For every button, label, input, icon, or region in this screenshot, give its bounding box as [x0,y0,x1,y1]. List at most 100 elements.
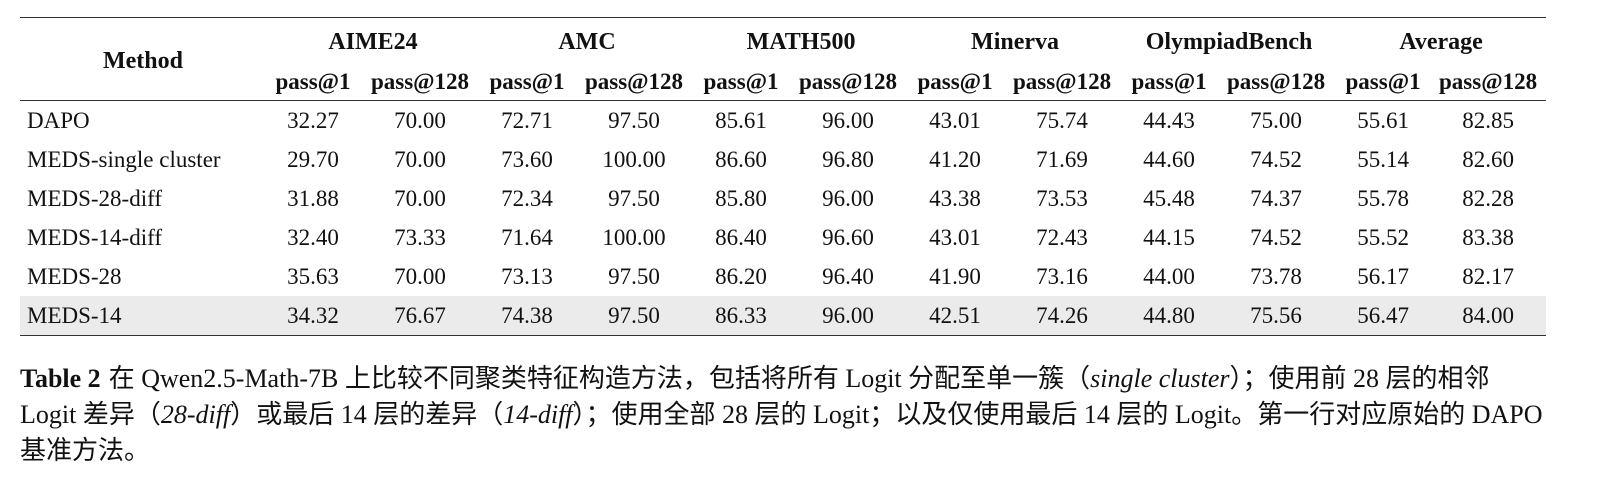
caption-text: ）或最后 14 层的差异（ [230,400,504,429]
method-cell: MEDS-14 [20,296,266,336]
value-cell: 73.16 [1036,264,1088,289]
value-cell: 29.70 [287,147,339,172]
group-header-aime24: AIME24 [266,17,480,62]
metric-header: pass@128 [1430,62,1547,101]
group-header-amc: AMC [480,17,695,62]
value-cell: 82.17 [1462,264,1514,289]
metric-header: pass@1 [480,62,574,101]
value-cell: 97.50 [608,186,660,211]
value-cell: 55.61 [1357,108,1409,133]
metric-header: pass@1 [1336,62,1431,101]
table-row: MEDS-14-diff 32.40 73.33 71.64 100.00 86.40 96… [20,218,1546,257]
value-cell: 74.26 [1002,296,1123,336]
group-header-olympiadbench: OlympiadBench [1122,17,1337,62]
value-cell: 75.56 [1216,296,1337,336]
method-cell: MEDS-14-diff [27,225,163,250]
value-cell: 41.90 [929,264,981,289]
value-cell: 41.20 [929,147,981,172]
metric-header: pass@128 [360,62,480,101]
value-cell: 44.60 [1143,147,1195,172]
group-header-row: Method AIME24 AMC MATH500 Minerva Olympi… [20,17,1547,101]
value-cell: 97.50 [574,296,695,336]
caption-text: ）；使用前 28 层的相邻 Logit 差异（ [20,364,1490,429]
caption-text: 在 Qwen2.5-Math-7B 上比较不同聚类特征构造方法，包括将所有 Lo… [108,364,1091,393]
metric-header: pass@128 [1216,62,1337,101]
value-cell: 55.52 [1357,225,1409,250]
group-header-math500: MATH500 [694,17,909,62]
table-header: Method AIME24 AMC MATH500 Minerva Olympi… [20,17,1547,101]
value-cell: 73.60 [501,147,553,172]
value-cell: 100.00 [602,225,666,250]
value-cell: 44.43 [1143,108,1195,133]
group-header-minerva: Minerva [908,17,1123,62]
value-cell: 71.69 [1036,147,1088,172]
metric-header: pass@1 [694,62,789,101]
value-cell: 70.00 [394,186,446,211]
value-cell: 85.80 [715,186,767,211]
value-cell: 97.50 [608,264,660,289]
metric-header: pass@128 [1002,62,1123,101]
value-cell: 86.20 [715,264,767,289]
value-cell: 43.01 [929,225,981,250]
value-cell: 72.71 [501,108,553,133]
value-cell: 82.85 [1462,108,1514,133]
value-cell: 74.52 [1250,147,1302,172]
value-cell: 72.34 [501,186,553,211]
value-cell: 100.00 [602,147,666,172]
value-cell: 31.88 [287,186,339,211]
value-cell: 55.78 [1357,186,1409,211]
value-cell: 70.00 [394,108,446,133]
caption-label: Table 2 [20,364,101,393]
metric-header: pass@1 [266,62,360,101]
method-cell: MEDS-28 [27,264,122,289]
value-cell: 70.00 [394,264,446,289]
value-cell: 34.32 [266,296,360,336]
value-cell: 85.61 [715,108,767,133]
caption-term-14-diff: 14-diff [503,400,573,429]
metric-header: pass@1 [1122,62,1217,101]
value-cell: 73.13 [501,264,553,289]
value-cell: 86.60 [715,147,767,172]
value-cell: 82.60 [1462,147,1514,172]
value-cell: 71.64 [501,225,553,250]
group-header-average: Average [1336,17,1547,62]
metric-header: pass@128 [788,62,909,101]
table-row: MEDS-14 34.32 76.67 74.38 97.50 86.33 96.00 42.… [20,296,1547,336]
value-cell: 74.52 [1250,225,1302,250]
caption-term-28-diff: 28-diff [160,400,231,429]
value-cell: 72.43 [1036,225,1088,250]
value-cell: 96.40 [822,264,874,289]
metric-header: pass@1 [908,62,1003,101]
value-cell: 76.67 [360,296,480,336]
value-cell: 73.78 [1250,264,1302,289]
method-column-header: Method [20,17,266,101]
value-cell: 73.33 [394,225,446,250]
value-cell: 56.17 [1357,264,1409,289]
value-cell: 43.38 [929,186,981,211]
value-cell: 70.00 [394,147,446,172]
value-cell: 35.63 [287,264,339,289]
value-cell: 74.38 [480,296,574,336]
value-cell: 84.00 [1430,296,1547,336]
value-cell: 74.37 [1250,186,1302,211]
table-row: DAPO 32.27 70.00 72.71 97.50 85.61 96.00 43.01 7… [20,101,1546,141]
value-cell: 96.80 [822,147,874,172]
value-cell: 32.27 [287,108,339,133]
caption-text: ）；使用全部 28 层的 Logit；以及仅使用最后 14 层的 Logit。第… [20,400,1543,465]
value-cell: 96.00 [788,296,909,336]
metric-header: pass@128 [574,62,695,101]
value-cell: 75.74 [1036,108,1088,133]
value-cell: 44.15 [1143,225,1195,250]
caption-term-single-cluster: single cluster [1090,364,1230,393]
value-cell: 82.28 [1462,186,1514,211]
metric-header-row: pass@1 pass@128 pass@1 pass@128 pass@1 p… [20,62,1547,101]
table-body: DAPO 32.27 70.00 72.71 97.50 85.61 96.00 43.01 7… [20,101,1547,336]
table-row: MEDS-single cluster 29.70 70.00 73.60 100.00… [20,140,1546,179]
value-cell: 96.60 [822,225,874,250]
results-table: Method AIME24 AMC MATH500 Minerva Olympi… [20,17,1547,336]
value-cell: 45.48 [1143,186,1195,211]
method-cell: MEDS-28-diff [27,186,163,211]
value-cell: 42.51 [908,296,1003,336]
value-cell: 96.00 [822,108,874,133]
